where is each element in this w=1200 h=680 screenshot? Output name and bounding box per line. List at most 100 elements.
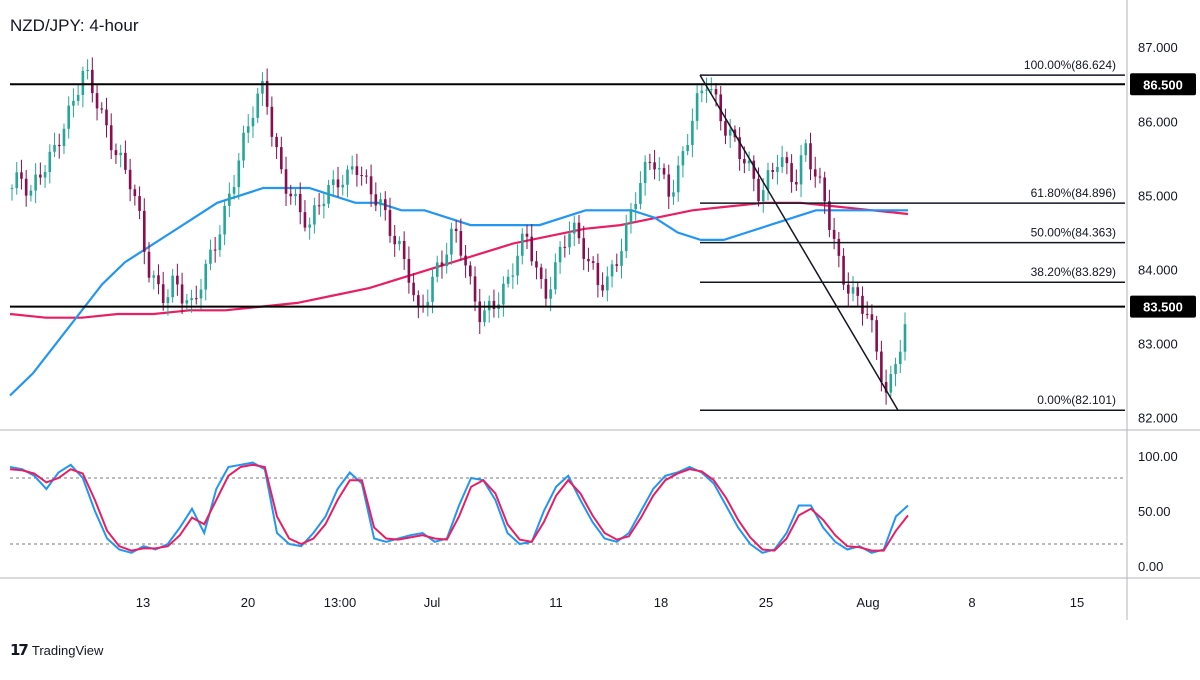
candle-body	[190, 298, 193, 301]
candle	[76, 84, 80, 106]
candle	[766, 162, 770, 201]
candle-body	[539, 267, 543, 279]
candle-body	[360, 175, 363, 177]
candle	[445, 242, 448, 274]
candle-body	[469, 265, 472, 277]
candle	[823, 171, 826, 214]
candle	[114, 143, 118, 164]
candle-body	[648, 161, 652, 163]
candle-body	[483, 310, 486, 323]
candle	[776, 154, 779, 185]
candle-body	[119, 152, 122, 156]
candle	[341, 174, 345, 196]
candle-body	[842, 255, 845, 285]
candle	[847, 272, 850, 307]
candle	[818, 167, 822, 184]
candle	[265, 68, 269, 115]
candle	[34, 163, 37, 204]
candle-body	[166, 297, 170, 304]
candle	[643, 155, 647, 196]
candle-body	[587, 258, 590, 262]
candle-body	[374, 194, 378, 206]
candle	[317, 193, 321, 215]
candle-body	[43, 172, 47, 178]
candle-body	[369, 176, 373, 195]
candle-body	[24, 178, 28, 196]
candle	[780, 145, 784, 173]
candle-body	[634, 203, 637, 210]
candle	[166, 289, 170, 316]
candle-body	[681, 151, 685, 166]
candle-body	[795, 182, 798, 185]
candle	[374, 182, 378, 212]
fib-level-label: 0.00%(82.101)	[1037, 393, 1116, 407]
candle-body	[114, 150, 118, 156]
candle-body	[308, 224, 311, 228]
candle-body	[213, 249, 217, 251]
candle	[284, 156, 288, 207]
time-tick-label: Aug	[856, 595, 879, 610]
candle-body	[331, 179, 335, 186]
candle	[856, 282, 860, 306]
candle	[171, 269, 174, 303]
candle	[199, 278, 203, 310]
candle	[804, 139, 808, 162]
candle-body	[676, 165, 680, 193]
candle-body	[691, 120, 694, 145]
candle-body	[355, 166, 359, 176]
candle	[280, 136, 283, 174]
candle-body	[426, 301, 430, 306]
candle	[412, 273, 415, 302]
candle-body	[601, 284, 604, 291]
candle-body	[624, 223, 628, 252]
candle-body	[898, 351, 902, 365]
candle	[681, 146, 685, 178]
candle-body	[709, 89, 713, 91]
candle-body	[322, 203, 326, 207]
candle	[426, 289, 430, 317]
stoch-tick-label: 50.00	[1138, 504, 1171, 519]
candle-body	[232, 187, 236, 194]
candle-body	[10, 188, 14, 190]
candle	[785, 151, 789, 175]
candle	[761, 177, 765, 213]
candle	[828, 189, 831, 238]
candle	[653, 149, 656, 180]
candle	[747, 151, 751, 172]
candle-body	[558, 246, 562, 263]
candle	[615, 253, 619, 272]
candle-body	[303, 212, 307, 228]
candle-body	[658, 168, 661, 170]
candle-body	[667, 174, 671, 197]
candle-body	[388, 210, 392, 236]
candle	[105, 97, 108, 138]
candle-body	[686, 144, 689, 152]
candle-body	[568, 233, 571, 248]
candle	[497, 292, 500, 319]
candle-body	[530, 236, 534, 262]
candle	[705, 77, 708, 103]
candle-body	[128, 169, 132, 190]
candle	[591, 256, 595, 270]
candle-body	[596, 262, 600, 285]
stoch-tick-label: 100.00	[1138, 449, 1178, 464]
candle	[398, 236, 401, 251]
candle	[346, 165, 349, 198]
candle	[355, 153, 359, 187]
candle-body	[473, 276, 477, 302]
candle-body	[294, 193, 297, 197]
candle	[336, 166, 340, 197]
candle	[658, 157, 661, 182]
candle-body	[265, 80, 269, 107]
candle-body	[837, 238, 841, 256]
candle-body	[520, 233, 524, 256]
trend-line	[699, 74, 899, 411]
time-tick-label: 15	[1070, 595, 1084, 610]
candle	[695, 85, 699, 130]
candle-body	[350, 166, 354, 170]
candle-body	[393, 235, 397, 245]
candle-body	[185, 300, 189, 304]
candle-body	[743, 159, 746, 164]
price-tick-label: 87.000	[1138, 40, 1178, 55]
